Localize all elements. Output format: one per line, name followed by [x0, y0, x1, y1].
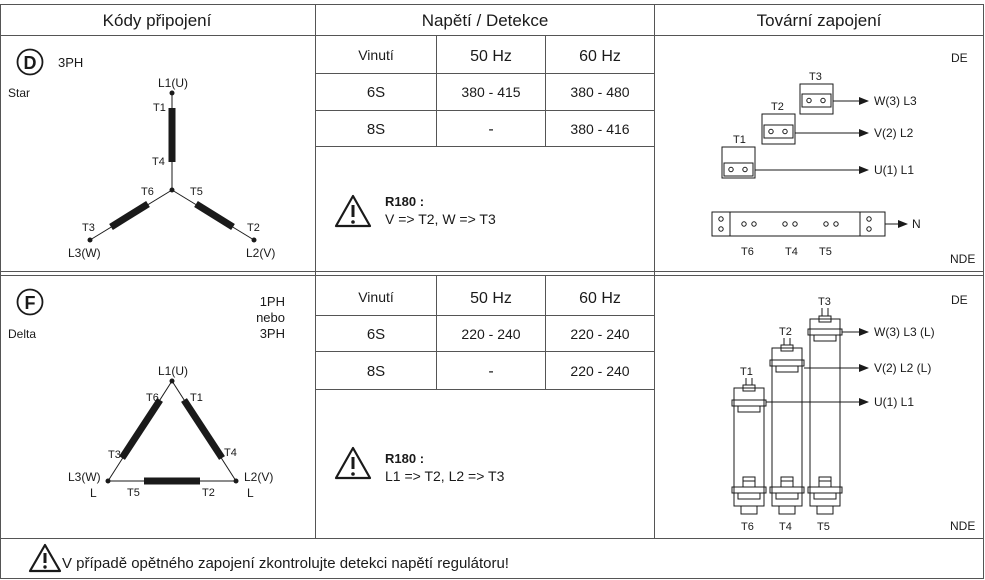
- delta-label-t5: T5: [127, 487, 140, 499]
- f-row1-60hz: 220 - 240: [570, 326, 629, 342]
- code-f-phase-2: nebo: [256, 310, 285, 325]
- star-label-t6: T6: [141, 186, 154, 198]
- code-d-mode: Star: [8, 86, 30, 100]
- f-label-w3: W(3) L3 (L): [874, 325, 935, 339]
- delta-label-l3: L3(W): [68, 470, 101, 484]
- d-row2-50hz: -: [488, 121, 493, 138]
- delta-diagram: [105, 378, 239, 485]
- f-label-u1: U(1) L1: [874, 395, 914, 409]
- delta-label-l3-l: L: [90, 486, 97, 500]
- star-label-l1: L1(U): [158, 76, 188, 90]
- d-col-winding: Vinutí: [358, 47, 394, 63]
- header-factory: Tovární zapojení: [757, 11, 882, 30]
- code-f-mode: Delta: [8, 327, 36, 341]
- f-row1-winding: 6S: [367, 326, 385, 343]
- f-label-t1: T1: [740, 366, 753, 378]
- code-f-phase-3: 3PH: [260, 326, 285, 341]
- delta-label-t6: T6: [146, 392, 159, 404]
- delta-label-t3: T3: [108, 449, 121, 461]
- d-col-60hz: 60 Hz: [579, 48, 621, 65]
- delta-label-t2: T2: [202, 487, 215, 499]
- delta-coil-2: [181, 398, 225, 460]
- f-note-title: R180 :: [385, 451, 424, 466]
- f-label-nde: NDE: [950, 519, 975, 533]
- star-label-t5: T5: [190, 186, 203, 198]
- d-label-t6: T6: [741, 246, 754, 258]
- d-label-nde: NDE: [950, 252, 975, 266]
- f-col-winding: Vinutí: [358, 289, 394, 305]
- f-label-t6: T6: [741, 521, 754, 533]
- header-codes: Kódy připojení: [103, 11, 212, 30]
- star-coil-2: [109, 201, 150, 230]
- d-label-n: N: [912, 217, 921, 231]
- d-label-v2: V(2) L2: [874, 126, 914, 140]
- d-row1-60hz: 380 - 480: [570, 84, 629, 100]
- f-label-t2: T2: [779, 326, 792, 338]
- f-row1-50hz: 220 - 240: [461, 326, 520, 342]
- f-label-t4: T4: [779, 521, 792, 533]
- d-col-50hz: 50 Hz: [470, 48, 512, 65]
- warning-icon: [334, 194, 372, 228]
- f-col-60hz: 60 Hz: [579, 290, 621, 307]
- d-terminal-boxes: [711, 83, 908, 237]
- f-row2-winding: 8S: [367, 363, 385, 380]
- d-row2-winding: 8S: [367, 121, 385, 138]
- delta-coil-1: [119, 398, 163, 460]
- d-label-t1: T1: [733, 134, 746, 146]
- f-col-50hz: 50 Hz: [470, 290, 512, 307]
- star-label-t4: T4: [152, 156, 165, 168]
- f-terminal-posts: [731, 308, 869, 515]
- d-label-t4: T4: [785, 246, 798, 258]
- d-label-w3: W(3) L3: [874, 94, 917, 108]
- f-label-t5: T5: [817, 521, 830, 533]
- d-note-title: R180 :: [385, 194, 424, 209]
- f-label-v2: V(2) L2 (L): [874, 361, 931, 375]
- code-f-phase-1: 1PH: [260, 294, 285, 309]
- star-label-l2: L2(V): [246, 246, 275, 260]
- d-row1-winding: 6S: [367, 84, 385, 101]
- d-label-de: DE: [951, 51, 968, 65]
- code-d-letter: D: [24, 53, 37, 73]
- star-label-l3: L3(W): [68, 246, 101, 260]
- f-label-de: DE: [951, 293, 968, 307]
- star-diagram: [87, 90, 257, 243]
- header-voltage: Napětí / Detekce: [422, 11, 549, 30]
- delta-label-l2: L2(V): [244, 470, 273, 484]
- d-row2-60hz: 380 - 416: [570, 121, 629, 137]
- star-label-t3: T3: [82, 222, 95, 234]
- d-label-u1: U(1) L1: [874, 163, 914, 177]
- code-d-phase: 3PH: [58, 55, 83, 70]
- table-grid: [0, 4, 984, 579]
- warning-icon: [334, 446, 372, 480]
- f-row2-60hz: 220 - 240: [570, 363, 629, 379]
- f-row2-50hz: -: [488, 363, 493, 380]
- star-label-t2: T2: [247, 222, 260, 234]
- delta-label-t1: T1: [190, 392, 203, 404]
- code-f-badge: F: [16, 288, 44, 316]
- code-f-letter: F: [25, 293, 36, 313]
- d-note-text: V => T2, W => T3: [385, 211, 496, 227]
- f-note-text: L1 => T2, L2 => T3: [385, 468, 505, 484]
- code-d-badge: D: [16, 48, 44, 76]
- delta-label-t4: T4: [224, 447, 237, 459]
- delta-label-l1: L1(U): [158, 364, 188, 378]
- d-label-t5: T5: [819, 246, 832, 258]
- star-coil-3: [194, 201, 235, 230]
- d-label-t3: T3: [809, 71, 822, 83]
- d-row1-50hz: 380 - 415: [461, 84, 520, 100]
- f-label-t3: T3: [818, 296, 831, 308]
- star-label-t1: T1: [153, 102, 166, 114]
- footer-warning: V případě opětného zapojení zkontrolujte…: [62, 555, 509, 572]
- delta-label-l2-l: L: [247, 486, 254, 500]
- d-label-t2: T2: [771, 101, 784, 113]
- warning-icon: [28, 543, 62, 573]
